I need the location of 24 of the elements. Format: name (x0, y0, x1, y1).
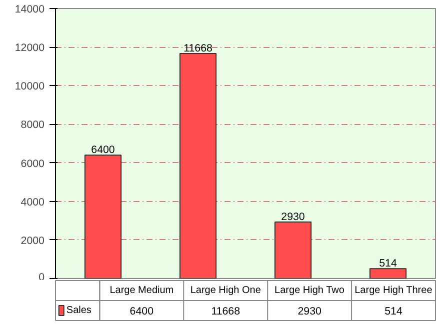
text: 11668 (211, 306, 240, 318)
y-tick-label: 12000 (14, 42, 45, 54)
y-tick-label: 8000 (20, 119, 45, 132)
data-label: 6400 (91, 144, 115, 156)
data-label: 11668 (184, 42, 212, 54)
data-label: 514 (379, 258, 397, 270)
x-tick-label: Large High Three (354, 285, 433, 296)
legend-label: Sales (66, 305, 92, 316)
text: 514 (384, 306, 402, 318)
x-tick-label: Large High One (190, 285, 262, 296)
y-tick-label: 6000 (20, 158, 45, 170)
data-label: 2930 (281, 210, 305, 223)
text: 2930 (298, 306, 322, 318)
y-tick-label: 2000 (20, 234, 45, 247)
text: 6400 (130, 306, 154, 318)
bar (179, 52, 217, 278)
y-tick-label: 10000 (14, 80, 45, 93)
bar (274, 221, 312, 278)
x-tick-label: Large Medium (110, 285, 174, 296)
y-tick-label: 4000 (20, 196, 45, 208)
x-tick-label: Large High Two (274, 285, 345, 296)
bar (84, 154, 122, 278)
bar (369, 268, 407, 278)
y-tick-label: 14000 (14, 4, 45, 16)
